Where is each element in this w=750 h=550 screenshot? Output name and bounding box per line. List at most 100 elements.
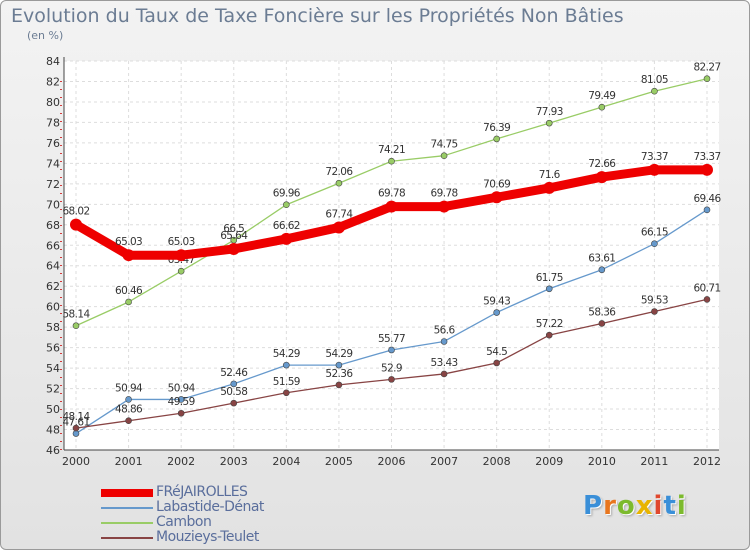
x-tick-label: 2001: [115, 455, 143, 468]
data-label: 53.43: [431, 357, 458, 369]
x-tick-label: 2012: [693, 455, 721, 468]
y-tick-label: 84: [46, 55, 60, 68]
data-label: 69.78: [431, 188, 458, 200]
data-point: [283, 201, 290, 209]
data-point: [125, 396, 132, 403]
data-label: 69.78: [378, 188, 405, 200]
data-label: 66.15: [641, 227, 668, 239]
data-label: 69.96: [273, 188, 301, 200]
data-label: 60.71: [693, 282, 720, 294]
data-point: [651, 87, 658, 95]
x-tick-label: 2006: [378, 455, 406, 468]
data-point: [230, 399, 238, 407]
data-point: [72, 424, 80, 432]
y-tick-label: 52: [46, 383, 60, 396]
data-label: 54.5: [486, 346, 507, 358]
logo-letter: x: [635, 491, 654, 521]
data-label: 68.02: [62, 206, 89, 218]
data-label: 47.61: [62, 417, 89, 429]
data-label: 49.59: [168, 396, 195, 408]
data-label: 58.14: [62, 309, 90, 321]
y-tick-label: 76: [46, 137, 60, 150]
data-point: [651, 240, 658, 248]
data-label: 52.9: [381, 362, 402, 374]
data-label: 61.75: [536, 272, 563, 284]
logo-letter: r: [603, 491, 617, 521]
data-point: [388, 346, 395, 354]
x-tick-label: 2009: [535, 455, 563, 468]
data-point: [545, 119, 553, 127]
y-tick-label: 62: [46, 280, 60, 293]
data-point: [125, 298, 132, 306]
data-label: 52.46: [220, 367, 248, 379]
data-label: 54.29: [273, 348, 300, 360]
x-tick-label: 2003: [220, 455, 248, 468]
x-tick-label: 2002: [167, 455, 195, 468]
data-point: [177, 267, 185, 275]
data-label: 69.46: [693, 193, 721, 205]
data-point: [388, 376, 395, 383]
data-point: [598, 320, 606, 327]
data-point: [283, 361, 290, 369]
data-label: 48.86: [115, 404, 143, 416]
data-label: 66.62: [273, 220, 300, 232]
legend-label: Cambon: [156, 514, 212, 530]
data-label: 67.74: [325, 208, 353, 220]
data-point: [438, 200, 451, 213]
data-label: 48.14: [62, 411, 90, 423]
data-point: [545, 331, 553, 339]
y-tick-label: 50: [46, 403, 60, 416]
y-tick-label: 72: [46, 178, 60, 191]
data-point: [703, 296, 711, 303]
y-tick-label: 56: [46, 342, 60, 355]
data-label: 72.66: [588, 158, 616, 170]
data-label: 74.75: [431, 139, 458, 151]
legend: FRéJAIROLLES Labastide-Dénat Cambon Mouz…: [101, 484, 321, 545]
data-point: [175, 249, 188, 262]
unit-label: (en %): [27, 29, 64, 42]
logo-letter: i: [676, 491, 687, 521]
data-label: 81.05: [641, 74, 668, 86]
data-point: [177, 396, 185, 403]
data-point: [72, 322, 80, 330]
data-point: [493, 135, 500, 143]
data-label: 74.21: [378, 144, 405, 156]
data-label: 71.6: [539, 169, 561, 181]
data-label: 73.37: [641, 151, 668, 163]
data-point: [490, 191, 503, 204]
data-point: [283, 389, 290, 397]
data-point: [335, 179, 343, 187]
data-label: 50.94: [115, 382, 143, 394]
legend-item-cambon: Cambon: [101, 514, 321, 530]
data-point: [543, 181, 556, 194]
data-label: 58.36: [588, 306, 616, 318]
logo-letter: t: [663, 491, 677, 521]
data-label: 63.61: [588, 253, 615, 265]
y-tick-label: 58: [46, 321, 60, 334]
data-point: [388, 157, 395, 165]
data-point: [280, 232, 293, 245]
y-tick-label: 82: [46, 75, 60, 88]
data-label: 73.37: [693, 151, 720, 163]
data-label: 59.53: [641, 294, 668, 306]
x-tick-label: 2004: [272, 455, 300, 468]
data-point: [385, 200, 398, 213]
x-tick-label: 2000: [62, 455, 90, 468]
data-label: 56.6: [434, 324, 456, 336]
x-tick-label: 2007: [430, 455, 458, 468]
data-point: [440, 338, 448, 345]
data-point: [545, 285, 553, 293]
data-point: [651, 308, 658, 315]
legend-item-frejairolles: FRéJAIROLLES: [101, 484, 321, 500]
data-label: 65.03: [168, 236, 195, 248]
data-label: 60.46: [115, 285, 143, 297]
legend-swatch: [101, 522, 153, 524]
y-tick-label: 80: [46, 96, 60, 109]
legend-item-labastide-denat: Labastide-Dénat: [101, 499, 321, 515]
data-point: [648, 163, 661, 176]
logo-letter: o: [616, 491, 636, 521]
data-point: [703, 206, 711, 214]
data-point: [72, 430, 80, 437]
data-point: [701, 163, 713, 176]
data-point: [125, 417, 132, 425]
